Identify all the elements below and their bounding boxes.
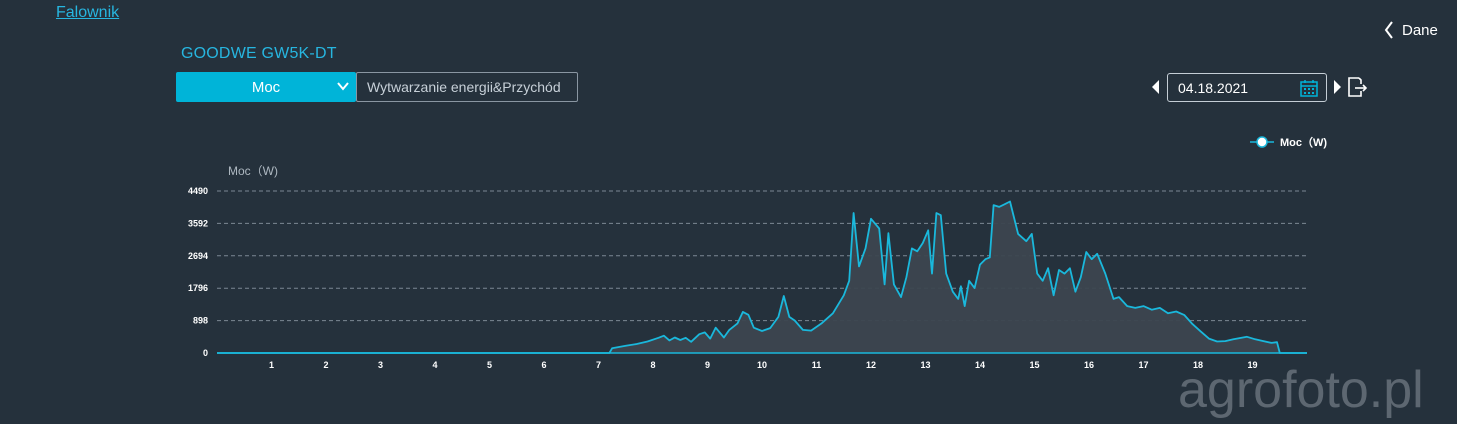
watermark: agrofoto.pl (1178, 361, 1424, 419)
falownik-link[interactable]: Falownik (56, 4, 120, 21)
x-tick-label: 16 (1084, 360, 1094, 370)
chevron-left-icon (1384, 21, 1393, 39)
date-field[interactable]: 04.18.2021 (1167, 73, 1327, 102)
y-tick-label: 898 (193, 316, 208, 326)
device-title: GOODWE GW5K-DT (181, 45, 337, 62)
x-tick-label: 9 (705, 360, 710, 370)
back-label: Dane (1402, 21, 1438, 39)
series-line (217, 200, 1307, 354)
x-tick-label: 17 (1138, 360, 1148, 370)
chart-legend[interactable]: Moc（W) (1250, 134, 1327, 150)
export-icon[interactable] (1346, 76, 1368, 98)
x-tick-label: 10 (757, 360, 767, 370)
mode-select[interactable]: Moc (176, 72, 356, 102)
date-value: 04.18.2021 (1178, 79, 1249, 96)
y-tick-label: 4490 (188, 186, 208, 196)
caret-left-icon[interactable] (1152, 80, 1160, 94)
x-tick-label: 6 (541, 360, 546, 370)
mode-select-value: Moc (251, 78, 281, 96)
back-button[interactable]: Dane (1384, 21, 1438, 39)
series-area (217, 201, 1307, 353)
legend-label: Moc（W) (1280, 137, 1328, 149)
x-tick-label: 14 (975, 360, 985, 370)
y-tick-label: 3592 (188, 218, 208, 228)
x-tick-label: 12 (866, 360, 876, 370)
x-tick-label: 18 (1193, 360, 1203, 370)
chevron-down-icon (337, 82, 349, 91)
caret-right-icon[interactable] (1333, 80, 1341, 94)
x-tick-label: 1 (269, 360, 274, 370)
x-tick-label: 19 (1247, 360, 1257, 370)
x-tick-label: 8 (650, 360, 655, 370)
x-tick-label: 13 (920, 360, 930, 370)
x-tick-label: 3 (378, 360, 383, 370)
y-tick-label: 2694 (188, 251, 208, 261)
x-tick-label: 15 (1029, 360, 1039, 370)
x-tick-label: 5 (487, 360, 492, 370)
x-tick-label: 7 (596, 360, 601, 370)
y-tick-label: 1796 (188, 283, 208, 293)
tab-energy-revenue[interactable]: Wytwarzanie energii&Przychód (356, 72, 578, 102)
y-axis-title: Moc（W) (228, 164, 278, 178)
calendar-icon[interactable] (1300, 79, 1318, 97)
x-tick-label: 2 (323, 360, 328, 370)
x-tick-label: 11 (812, 360, 822, 370)
x-tick-label: 4 (432, 360, 437, 370)
y-tick-label: 0 (203, 348, 208, 358)
legend-marker (1250, 136, 1274, 148)
